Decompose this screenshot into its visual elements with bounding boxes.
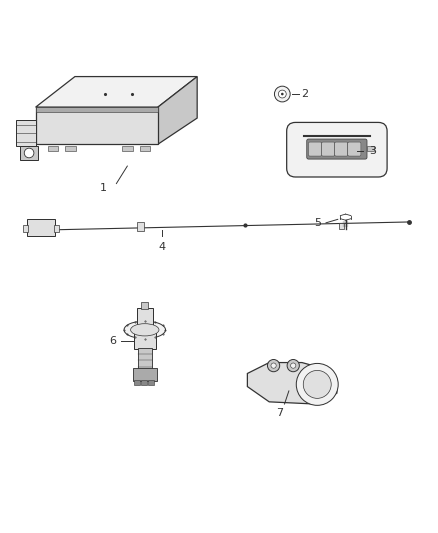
Bar bbox=[141, 380, 147, 385]
Text: 2: 2 bbox=[301, 89, 309, 99]
Text: 3: 3 bbox=[370, 146, 377, 156]
Circle shape bbox=[287, 359, 299, 372]
Polygon shape bbox=[35, 107, 158, 144]
FancyBboxPatch shape bbox=[307, 139, 367, 159]
Text: 7: 7 bbox=[276, 408, 284, 418]
Circle shape bbox=[303, 370, 331, 398]
Circle shape bbox=[24, 148, 34, 158]
Bar bbox=[148, 380, 153, 385]
Bar bbox=[134, 328, 155, 350]
Bar bbox=[141, 302, 148, 309]
Bar bbox=[122, 146, 133, 151]
Polygon shape bbox=[16, 120, 35, 147]
Bar bbox=[339, 223, 344, 229]
Bar bbox=[140, 146, 150, 151]
Circle shape bbox=[275, 86, 290, 102]
Polygon shape bbox=[35, 77, 197, 107]
Bar bbox=[23, 224, 28, 232]
Polygon shape bbox=[20, 147, 38, 159]
Ellipse shape bbox=[124, 321, 166, 338]
Bar bbox=[138, 348, 152, 369]
Polygon shape bbox=[35, 107, 158, 112]
Bar bbox=[65, 146, 76, 151]
FancyBboxPatch shape bbox=[287, 123, 387, 177]
Bar bbox=[134, 380, 140, 385]
FancyBboxPatch shape bbox=[348, 142, 361, 156]
Bar bbox=[48, 146, 58, 151]
FancyBboxPatch shape bbox=[321, 142, 335, 156]
Bar bbox=[137, 222, 144, 231]
Bar bbox=[137, 308, 152, 326]
Polygon shape bbox=[247, 362, 337, 404]
FancyBboxPatch shape bbox=[308, 142, 321, 156]
Circle shape bbox=[271, 363, 276, 368]
Circle shape bbox=[281, 93, 284, 95]
Bar bbox=[54, 224, 59, 232]
Circle shape bbox=[279, 90, 286, 98]
Text: 4: 4 bbox=[159, 243, 166, 253]
Bar bbox=[27, 220, 55, 236]
Text: 5: 5 bbox=[314, 218, 321, 228]
Circle shape bbox=[296, 364, 338, 405]
Polygon shape bbox=[158, 77, 197, 144]
Bar bbox=[133, 368, 157, 381]
FancyBboxPatch shape bbox=[335, 142, 348, 156]
Text: 6: 6 bbox=[110, 336, 117, 346]
Circle shape bbox=[290, 363, 296, 368]
Text: 1: 1 bbox=[100, 183, 107, 193]
Circle shape bbox=[268, 359, 280, 372]
Ellipse shape bbox=[131, 324, 159, 336]
Bar bbox=[367, 146, 374, 151]
